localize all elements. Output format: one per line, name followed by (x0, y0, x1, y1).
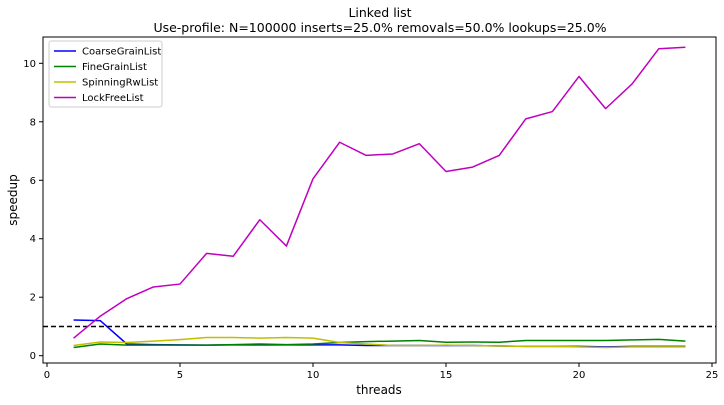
series-line-coarsegrainlist (73, 319, 686, 348)
legend-label: LockFreeList (82, 93, 144, 104)
series-line-finegrainlist (73, 338, 686, 349)
legend-label: CoarseGrainList (82, 47, 161, 58)
legend-label: FineGrainList (82, 62, 147, 73)
y-tick-label: 0 (30, 351, 36, 362)
y-tick-label: 4 (30, 234, 36, 245)
series-line-lockfreelist (73, 46, 686, 339)
y-tick-label: 6 (30, 176, 36, 187)
series-line-spinningrwlist (73, 336, 686, 349)
y-tick-label: 10 (23, 59, 36, 70)
x-tick-label: 0 (44, 370, 50, 381)
y-axis-label: speedup (6, 174, 20, 225)
x-tick-label: 5 (177, 370, 183, 381)
plot-area (43, 46, 716, 349)
x-tick-label: 25 (706, 370, 719, 381)
chart-subtitle: Use-profile: N=100000 inserts=25.0% remo… (153, 20, 606, 35)
x-tick-label: 20 (573, 370, 586, 381)
x-axis: 0 5 10 15 20 25 (44, 363, 719, 381)
chart-title: Linked list (348, 5, 411, 20)
y-tick-label: 8 (30, 117, 36, 128)
x-tick-label: 15 (440, 370, 453, 381)
legend-label: SpinningRwList (82, 78, 158, 89)
y-axis: 0 2 4 6 8 10 (23, 59, 43, 362)
legend: CoarseGrainList FineGrainList SpinningRwLi… (48, 40, 163, 108)
legend-box (48, 40, 163, 108)
plot-frame (42, 36, 717, 364)
x-tick-label: 10 (307, 370, 320, 381)
y-tick-label: 2 (30, 293, 36, 304)
x-axis-label: threads (356, 383, 402, 397)
